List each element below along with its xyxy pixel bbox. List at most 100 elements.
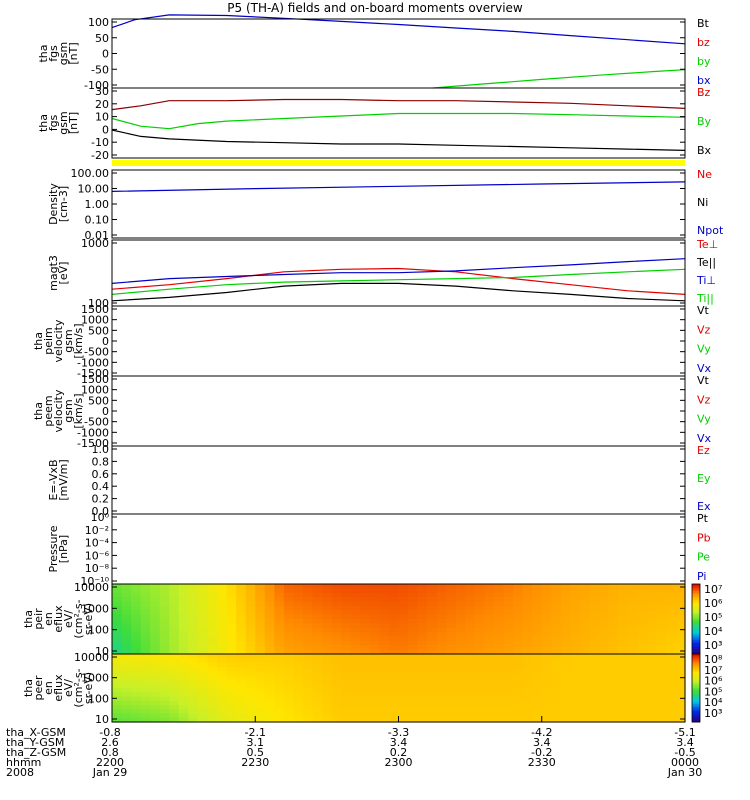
- spectrogram-cell: [188, 649, 199, 655]
- spectrogram-cell: [484, 709, 495, 715]
- spectrogram-cell: [494, 649, 505, 655]
- spectrogram-cell: [570, 683, 581, 689]
- spectrogram-cell: [494, 601, 505, 607]
- spectrogram-cell: [236, 666, 247, 672]
- spectrogram-cell: [656, 645, 667, 651]
- colorbar-swatch: [692, 692, 700, 696]
- spectrogram-cell: [436, 654, 447, 659]
- spectrogram-cell: [656, 713, 667, 719]
- spectrogram-cell: [484, 584, 495, 589]
- spectrogram-cell: [398, 592, 409, 598]
- spectrogram-cell: [579, 649, 591, 655]
- spectrogram-cell: [341, 640, 352, 646]
- spectrogram-cell: [226, 592, 237, 598]
- spectrogram-cell: [350, 709, 361, 715]
- spectrogram-cell: [226, 700, 237, 706]
- spectrogram-cell: [188, 662, 199, 668]
- spectrogram-cell: [417, 705, 428, 710]
- spectrogram-cell: [503, 601, 514, 607]
- spectrogram-cell: [446, 605, 457, 611]
- spectrogram-cell: [637, 688, 648, 693]
- panel-frame: [111, 445, 686, 515]
- spectrogram-cell: [513, 705, 524, 710]
- x-row-label: hhmm: [6, 756, 41, 769]
- spectrogram-cell: [551, 592, 562, 598]
- spectrogram-cell: [188, 605, 199, 611]
- spectrogram-cell: [541, 662, 552, 668]
- spectrogram-cell: [169, 671, 180, 676]
- spectrogram-cell: [264, 662, 275, 668]
- spectrogram-cell: [131, 601, 142, 607]
- spectrogram-cell: [121, 709, 132, 715]
- spectrogram-cell: [197, 645, 209, 651]
- spectrogram-cell: [646, 640, 657, 646]
- x-tick-label: 3.4: [390, 736, 408, 749]
- spectrogram-cell: [274, 683, 285, 689]
- spectrogram-cell: [398, 666, 409, 672]
- spectrogram-cell: [360, 658, 371, 664]
- spectrogram-cell: [369, 662, 380, 668]
- y-axis-label: fgs: [47, 45, 60, 62]
- spectrogram-cell: [446, 614, 457, 620]
- spectrogram-cell: [360, 636, 371, 642]
- spectrogram-cell: [465, 696, 476, 702]
- spectrogram-cell: [293, 592, 304, 598]
- spectrogram-cell: [379, 605, 390, 611]
- spectrogram-cell: [541, 584, 552, 589]
- spectrogram-cell: [131, 654, 142, 659]
- spectrogram-cell: [484, 717, 495, 723]
- spectrogram-cell: [522, 614, 533, 620]
- spectrogram-cell: [618, 649, 629, 655]
- spectrogram-cell: [360, 675, 371, 681]
- spectrogram-cell: [513, 627, 524, 633]
- spectrogram-cell: [303, 619, 314, 624]
- spectrogram-cell: [369, 605, 380, 611]
- spectrogram-cell: [255, 713, 266, 719]
- spectrogram-cell: [474, 619, 486, 624]
- spectrogram-cell: [627, 592, 638, 598]
- spectrogram-cell: [560, 619, 571, 624]
- spectrogram-cell: [226, 597, 237, 603]
- spectrogram-cell: [217, 696, 228, 702]
- spectrogram-cell: [484, 666, 495, 672]
- spectrogram-cell: [360, 696, 371, 702]
- spectrogram-cell: [589, 717, 600, 723]
- spectrogram-cell: [656, 683, 667, 689]
- spectrogram-cell: [245, 666, 256, 672]
- panel-efield: [111, 445, 686, 515]
- spectrogram-cell: [560, 640, 571, 646]
- spectrogram-cell: [665, 610, 677, 616]
- spectrogram-cell: [283, 658, 295, 664]
- spectrogram-cell: [197, 717, 209, 723]
- spectrogram-cell: [264, 605, 275, 611]
- spectrogram-cell: [436, 671, 447, 676]
- spectrogram-cell: [293, 696, 304, 702]
- y-tick-label: 1.0: [92, 443, 110, 456]
- spectrogram-cell: [293, 627, 304, 633]
- colorbar-label: 10⁴: [704, 625, 723, 638]
- spectrogram-cell: [608, 658, 619, 664]
- spectrogram-cell: [417, 610, 428, 616]
- spectrogram-cell: [455, 592, 466, 598]
- spectrogram-cell: [618, 679, 629, 685]
- spectrogram-cell: [131, 640, 142, 646]
- spectrogram-cell: [589, 632, 600, 638]
- spectrogram-cell: [398, 705, 409, 710]
- y-axis-label: (cm²-s-: [72, 668, 85, 707]
- spectrogram-cell: [570, 717, 581, 723]
- spectrogram-cell: [560, 675, 571, 681]
- spectrogram-cell: [465, 649, 476, 655]
- colorbar-label: 10⁸: [704, 653, 723, 666]
- spectrogram-cell: [112, 640, 123, 646]
- spectrogram-cell: [656, 675, 667, 681]
- y-axis-label: sr-eV): [82, 672, 95, 704]
- spectrogram-cell: [283, 717, 295, 723]
- spectrogram-cell: [618, 610, 629, 616]
- spectrogram-cell: [236, 692, 247, 698]
- spectrogram-cell: [484, 645, 495, 651]
- spectrogram-cell: [494, 645, 505, 651]
- spectrogram-cell: [350, 592, 361, 598]
- spectrogram-cell: [312, 614, 323, 620]
- spectrogram-cell: [494, 654, 505, 659]
- spectrogram-cell: [169, 662, 180, 668]
